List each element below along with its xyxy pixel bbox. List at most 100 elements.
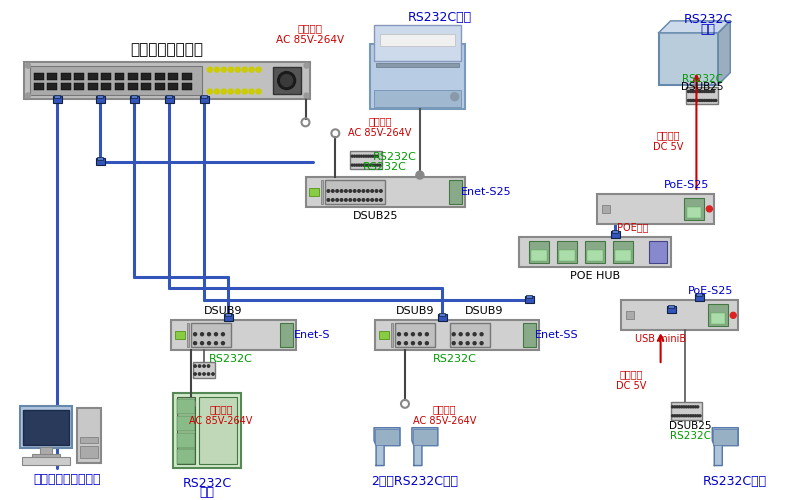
Circle shape bbox=[452, 342, 455, 344]
Circle shape bbox=[222, 89, 226, 94]
Bar bbox=[449, 180, 462, 204]
Bar bbox=[142, 72, 151, 80]
Bar bbox=[23, 410, 69, 444]
Text: DSUB9: DSUB9 bbox=[396, 306, 434, 316]
Circle shape bbox=[681, 406, 682, 408]
Circle shape bbox=[356, 155, 358, 157]
Text: USB miniB: USB miniB bbox=[635, 334, 686, 344]
Circle shape bbox=[426, 332, 428, 336]
Bar bbox=[350, 151, 382, 169]
Bar bbox=[557, 240, 577, 262]
Circle shape bbox=[690, 406, 692, 408]
Circle shape bbox=[235, 67, 240, 72]
Circle shape bbox=[671, 406, 674, 408]
Circle shape bbox=[374, 164, 376, 166]
Circle shape bbox=[278, 72, 295, 90]
Circle shape bbox=[194, 342, 197, 344]
Bar bbox=[667, 306, 674, 308]
Bar bbox=[612, 230, 618, 233]
Bar bbox=[191, 324, 231, 347]
Text: Enet-S25: Enet-S25 bbox=[462, 187, 512, 197]
Bar bbox=[438, 314, 446, 322]
Bar bbox=[30, 66, 202, 96]
Polygon shape bbox=[412, 428, 438, 466]
Circle shape bbox=[242, 89, 247, 94]
Polygon shape bbox=[374, 428, 400, 466]
Circle shape bbox=[713, 100, 714, 102]
Bar bbox=[375, 320, 539, 350]
Circle shape bbox=[715, 100, 717, 102]
Bar bbox=[697, 294, 702, 296]
Circle shape bbox=[674, 406, 676, 408]
Text: PoE-S25: PoE-S25 bbox=[664, 180, 709, 190]
Circle shape bbox=[426, 342, 428, 344]
Circle shape bbox=[380, 198, 382, 201]
Circle shape bbox=[703, 90, 706, 92]
Circle shape bbox=[687, 100, 690, 102]
Bar bbox=[20, 406, 72, 448]
Bar bbox=[375, 428, 399, 444]
Bar bbox=[97, 96, 102, 98]
Bar bbox=[166, 96, 172, 98]
Bar bbox=[626, 312, 634, 320]
Bar bbox=[171, 320, 295, 350]
Bar bbox=[413, 428, 437, 444]
Circle shape bbox=[249, 89, 254, 94]
Bar bbox=[526, 296, 532, 298]
Circle shape bbox=[365, 164, 367, 166]
Bar bbox=[374, 90, 461, 108]
Text: 入力電圧
DC 5V: 入力電圧 DC 5V bbox=[615, 369, 646, 391]
Circle shape bbox=[480, 332, 483, 336]
Bar bbox=[47, 82, 58, 89]
Circle shape bbox=[405, 342, 407, 344]
Circle shape bbox=[207, 342, 210, 344]
Bar bbox=[391, 324, 393, 347]
Bar bbox=[615, 250, 630, 260]
Circle shape bbox=[207, 365, 210, 367]
Bar bbox=[450, 324, 490, 347]
Circle shape bbox=[235, 89, 240, 94]
Bar bbox=[322, 180, 323, 204]
Circle shape bbox=[214, 342, 218, 344]
Circle shape bbox=[354, 155, 355, 157]
Bar bbox=[96, 158, 105, 165]
Text: ルーター・ハブ等: ルーター・ハブ等 bbox=[130, 42, 204, 57]
Bar bbox=[585, 240, 605, 262]
Circle shape bbox=[370, 164, 371, 166]
Circle shape bbox=[683, 406, 685, 408]
Circle shape bbox=[701, 100, 703, 102]
Circle shape bbox=[331, 190, 334, 192]
Text: 入力電圧
AC 85V-264V: 入力電圧 AC 85V-264V bbox=[190, 404, 253, 425]
Bar bbox=[224, 314, 233, 322]
Circle shape bbox=[203, 373, 206, 375]
Circle shape bbox=[686, 406, 687, 408]
Bar bbox=[711, 314, 726, 324]
Circle shape bbox=[222, 67, 226, 72]
Circle shape bbox=[358, 190, 360, 192]
Circle shape bbox=[459, 332, 462, 336]
Polygon shape bbox=[658, 21, 730, 33]
Circle shape bbox=[362, 164, 365, 166]
Bar bbox=[175, 331, 185, 339]
Circle shape bbox=[375, 198, 378, 201]
Circle shape bbox=[697, 406, 698, 408]
Bar bbox=[695, 294, 704, 302]
Circle shape bbox=[378, 164, 381, 166]
Circle shape bbox=[687, 415, 690, 417]
Circle shape bbox=[358, 164, 360, 166]
Bar bbox=[374, 24, 461, 62]
Bar bbox=[177, 399, 195, 414]
Circle shape bbox=[356, 164, 358, 166]
Circle shape bbox=[418, 332, 422, 336]
Bar bbox=[395, 324, 435, 347]
Circle shape bbox=[473, 332, 476, 336]
Circle shape bbox=[354, 198, 356, 201]
Bar bbox=[326, 180, 385, 204]
Bar bbox=[597, 194, 714, 224]
Text: RS232C: RS232C bbox=[209, 354, 253, 364]
Bar bbox=[310, 188, 319, 196]
Circle shape bbox=[405, 332, 407, 336]
Circle shape bbox=[207, 89, 212, 94]
Circle shape bbox=[256, 67, 261, 72]
Text: DSUB25: DSUB25 bbox=[670, 420, 712, 430]
